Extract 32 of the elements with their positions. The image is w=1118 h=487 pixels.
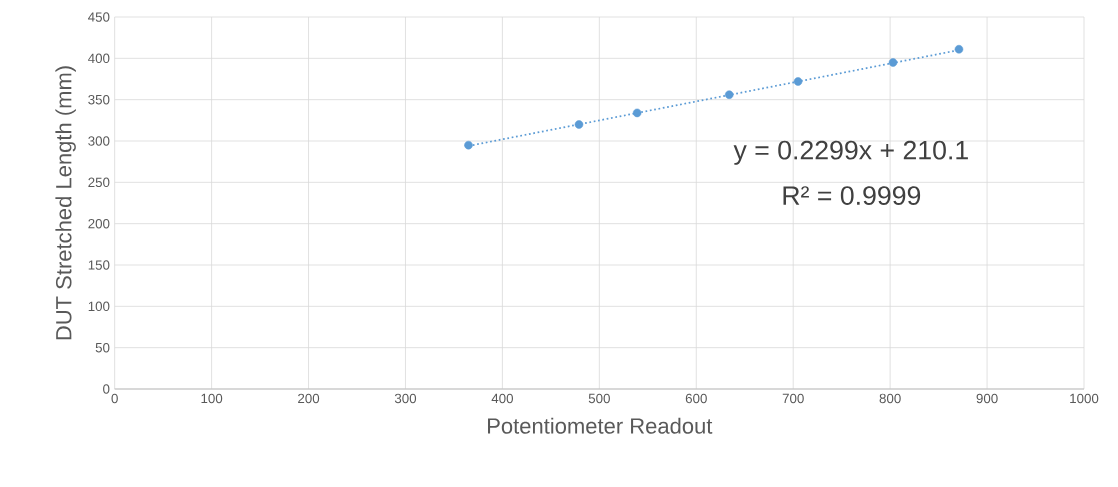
x-tick-label: 500 [588, 393, 610, 404]
point [954, 44, 964, 54]
y-tick-label: 0 [103, 384, 110, 394]
y-tick-label: 250 [88, 177, 110, 188]
point [888, 58, 898, 67]
annotation: R² = 0.9999 [783, 186, 921, 205]
point [464, 140, 473, 150]
x-tick-label: 600 [685, 393, 707, 404]
annotation: y = 0.2299x + 210.1 [733, 140, 968, 165]
y-tick-label: 300 [88, 136, 110, 146]
y-tick-label: 200 [88, 218, 110, 229]
x-tick-label: 1000 [1070, 393, 1099, 404]
point [724, 90, 734, 99]
y-tick-label: 150 [88, 260, 110, 270]
x-tick-label: 0 [111, 393, 118, 404]
point [574, 120, 584, 129]
y-tick-label: 350 [88, 94, 110, 105]
y-tick-label: 100 [88, 301, 110, 312]
x-tick-label: 800 [879, 393, 901, 404]
x-tick-label: 100 [201, 393, 223, 404]
y-tick-label: 400 [88, 53, 110, 64]
y-tick-label: 450 [88, 12, 110, 22]
x-tick-label: 400 [491, 393, 514, 404]
x-tick-label: 300 [394, 393, 417, 404]
point [632, 108, 642, 118]
y-tick-label: 50 [95, 342, 110, 353]
point [793, 77, 803, 86]
y-axis-title: DUT Stretched Length (mm) [55, 66, 76, 340]
x-axis-title: Potentiometer Readout [488, 417, 713, 434]
x-tick-label: 900 [976, 393, 998, 404]
x-tick-label: 700 [782, 393, 804, 404]
x-tick-label: 200 [298, 393, 320, 404]
